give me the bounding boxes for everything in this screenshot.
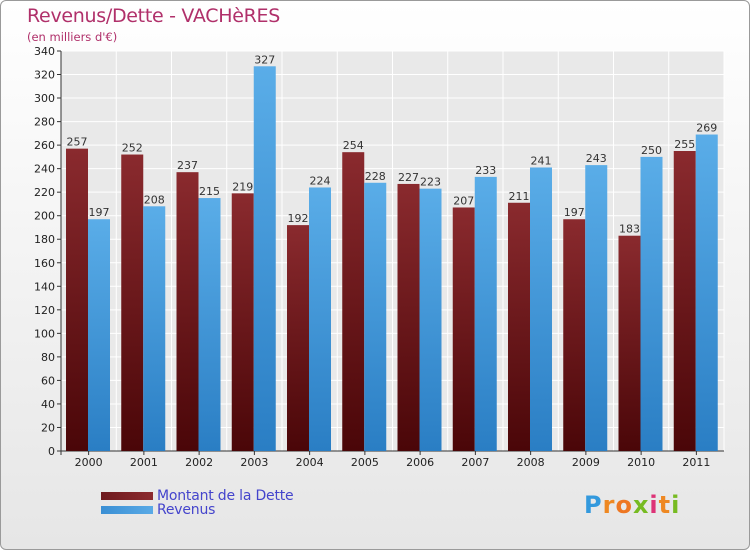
y-tick-label: 100 (34, 327, 55, 340)
data-label-revenus: 241 (531, 154, 552, 167)
legend-item-revenus: Revenus (101, 502, 215, 518)
y-tick-label: 0 (48, 445, 55, 458)
data-label-revenus: 223 (420, 176, 441, 189)
y-tick-label: 180 (34, 233, 55, 246)
x-tick-label: 2008 (517, 456, 545, 469)
logo-letter: i (649, 491, 659, 519)
bar-dette (231, 193, 254, 451)
data-label-dette: 254 (343, 139, 364, 152)
bar-revenus (88, 219, 110, 451)
legend-label-revenus: Revenus (157, 502, 216, 518)
legend-item-dette: Montant de la Dette (101, 488, 294, 504)
bar-revenus (198, 198, 221, 451)
data-label-dette: 192 (288, 212, 309, 225)
bar-revenus (143, 206, 166, 451)
bar-dette (121, 154, 144, 451)
data-label-dette: 227 (398, 171, 419, 184)
y-tick-label: 300 (34, 92, 55, 105)
data-label-revenus: 327 (254, 53, 275, 66)
data-label-dette: 255 (674, 138, 695, 151)
x-tick-label: 2005 (351, 456, 379, 469)
bar-dette (563, 219, 586, 451)
bar-dette (66, 148, 88, 451)
y-tick-label: 320 (34, 69, 55, 82)
proxiti-logo: Proxiti (584, 491, 680, 519)
x-tick-label: 2009 (572, 456, 600, 469)
data-label-revenus: 224 (310, 174, 331, 187)
y-tick-label: 280 (34, 116, 55, 129)
bar-dette (508, 202, 530, 451)
bar-dette (176, 172, 199, 452)
bar-revenus (364, 182, 387, 451)
y-tick-label: 140 (34, 280, 55, 293)
y-tick-label: 200 (34, 210, 55, 223)
logo-letter: i (671, 491, 681, 519)
logo-letter: t (658, 491, 672, 519)
y-tick-label: 40 (41, 398, 55, 411)
x-tick-label: 2004 (296, 456, 324, 469)
chart-subtitle: (en milliers d'€) (27, 30, 118, 44)
legend-swatch-dette (101, 492, 153, 500)
y-tick-label: 20 (41, 421, 55, 434)
bar-dette (342, 152, 365, 452)
x-tick-label: 2011 (682, 456, 710, 469)
y-tick-label: 80 (41, 351, 55, 364)
data-label-revenus: 215 (199, 185, 220, 198)
bar-dette (287, 225, 309, 451)
x-tick-label: 2000 (75, 456, 103, 469)
data-label-dette: 207 (453, 194, 474, 207)
data-label-dette: 197 (564, 206, 585, 219)
y-tick-label: 340 (34, 45, 55, 58)
x-tick-label: 2007 (461, 456, 489, 469)
legend-label-dette: Montant de la Dette (157, 488, 294, 504)
bar-dette (452, 207, 475, 451)
data-label-dette: 257 (67, 136, 88, 149)
y-tick-label: 160 (34, 257, 55, 270)
y-tick-label: 220 (34, 186, 55, 199)
bar-revenus (695, 134, 718, 451)
data-label-revenus: 243 (586, 152, 607, 165)
logo-letter: x (632, 491, 650, 519)
data-label-revenus: 208 (144, 193, 165, 206)
data-label-dette: 237 (177, 159, 198, 172)
bar-dette (618, 235, 641, 451)
bar-revenus (530, 167, 552, 451)
y-tick-label: 120 (34, 304, 55, 317)
y-tick-label: 260 (34, 139, 55, 152)
data-label-revenus: 250 (641, 144, 662, 157)
bar-revenus (640, 156, 663, 451)
data-label-dette: 219 (232, 180, 253, 193)
x-tick-label: 2002 (185, 456, 213, 469)
data-label-dette: 183 (619, 223, 640, 236)
legend-swatch-revenus (101, 506, 153, 514)
x-tick-label: 2010 (627, 456, 655, 469)
x-tick-label: 2003 (240, 456, 268, 469)
data-label-dette: 211 (509, 190, 530, 203)
data-label-revenus: 228 (365, 170, 386, 183)
bar-revenus (474, 176, 497, 451)
data-label-dette: 252 (122, 142, 143, 155)
bar-dette (397, 183, 420, 452)
logo-letter: o (615, 491, 633, 519)
bar-revenus (585, 165, 608, 451)
logo-letter: P (584, 491, 603, 519)
y-tick-label: 240 (34, 163, 55, 176)
x-tick-label: 2006 (406, 456, 434, 469)
y-tick-label: 60 (41, 374, 55, 387)
bar-dette (673, 151, 696, 451)
data-label-revenus: 233 (475, 164, 496, 177)
bar-revenus (253, 66, 276, 451)
x-tick-label: 2001 (130, 456, 158, 469)
chart-title: Revenus/Dette - VACHèRES (27, 5, 280, 27)
data-label-revenus: 269 (696, 122, 717, 135)
data-label-revenus: 197 (89, 206, 110, 219)
logo-letter: r (602, 491, 616, 519)
bar-revenus (309, 187, 331, 451)
bar-revenus (419, 188, 442, 451)
